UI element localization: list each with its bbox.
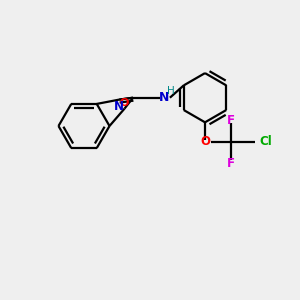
Text: N: N [159,91,170,104]
Text: O: O [200,135,210,148]
Text: N: N [114,100,124,113]
Text: F: F [226,157,235,170]
Text: F: F [226,114,235,127]
Text: Cl: Cl [259,135,272,148]
Text: H: H [167,86,175,96]
Text: O: O [120,98,129,108]
